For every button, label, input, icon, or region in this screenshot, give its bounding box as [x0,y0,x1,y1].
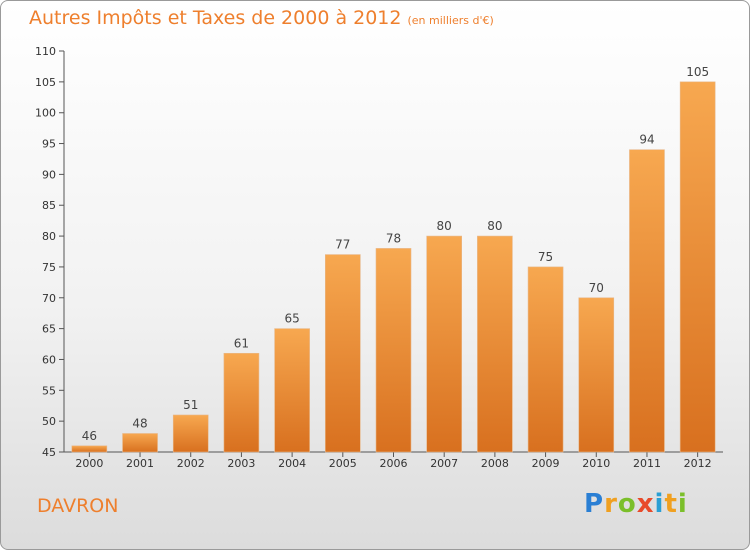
bar [527,266,564,453]
logo-letter: P [584,489,605,519]
x-tick-label: 2006 [380,457,408,470]
bar [477,235,513,453]
bar [122,433,158,453]
y-tick-label: 80 [42,230,56,243]
x-tick-label: 2011 [633,457,661,470]
y-tick-label: 55 [42,384,56,397]
data-label: 77 [335,238,350,252]
bar [578,297,615,453]
logo-letter: o [617,489,637,519]
logo-letter: x [636,489,655,519]
bar [679,81,716,453]
data-label: 80 [437,219,452,233]
x-tick-label: 2010 [582,457,610,470]
y-tick-label: 95 [42,138,56,151]
y-tick-label: 90 [42,168,56,181]
data-label: 51 [183,398,198,412]
y-tick-label: 60 [42,353,56,366]
data-label: 75 [538,250,553,264]
data-labels: 46 48 51 61 65 77 78 80 80 75 70 94 105 [82,65,709,443]
location-label: DAVRON [37,495,119,517]
y-tick-label: 105 [35,76,56,89]
y-tick-label: 110 [35,45,56,58]
y-tick-label: 75 [42,261,56,274]
x-tick-label: 2004 [278,457,306,470]
bar [223,352,260,453]
bar [274,328,310,453]
x-tick-label: 2000 [75,457,103,470]
x-tick-label: 2009 [532,457,560,470]
logo-letter: t [664,489,678,519]
x-tick-label: 2001 [126,457,154,470]
x-tick-label: 2008 [481,457,509,470]
data-label: 70 [589,281,604,295]
chart-subtitle: (en milliers d'€) [407,14,494,27]
bar [375,248,412,453]
x-tick-label: 2007 [430,457,458,470]
data-label: 48 [132,416,147,430]
y-tick-label: 70 [42,292,56,305]
bar [325,254,361,453]
x-tick-label: 2003 [227,457,255,470]
chart-title: Autres Impôts et Taxes de 2000 à 2012 (en… [29,7,494,29]
bar [172,414,209,453]
data-label: 46 [82,429,97,443]
proxiti-logo: Proxiti [584,489,688,519]
chart-title-text: Autres Impôts et Taxes de 2000 à 2012 [29,7,402,29]
y-tick-label: 100 [35,107,56,120]
data-label: 105 [686,65,709,79]
logo-letter: i [654,489,665,519]
y-tick-label: 50 [42,415,56,428]
data-label: 80 [487,219,502,233]
logo-letter: r [604,489,618,519]
y-tick-label: 45 [42,446,56,459]
logo-letter: i [677,489,688,519]
data-label: 61 [234,336,249,350]
y-tick-label: 85 [42,199,56,212]
data-label: 94 [639,133,654,147]
x-tick-label: 2012 [684,457,712,470]
bar [426,235,462,453]
x-tick-label: 2005 [329,457,357,470]
bar [629,149,665,453]
data-label: 78 [386,231,401,245]
x-tick-label: 2002 [177,457,205,470]
bar [71,445,108,453]
data-label: 65 [284,312,299,326]
bars [71,81,716,453]
y-tick-label: 65 [42,323,56,336]
